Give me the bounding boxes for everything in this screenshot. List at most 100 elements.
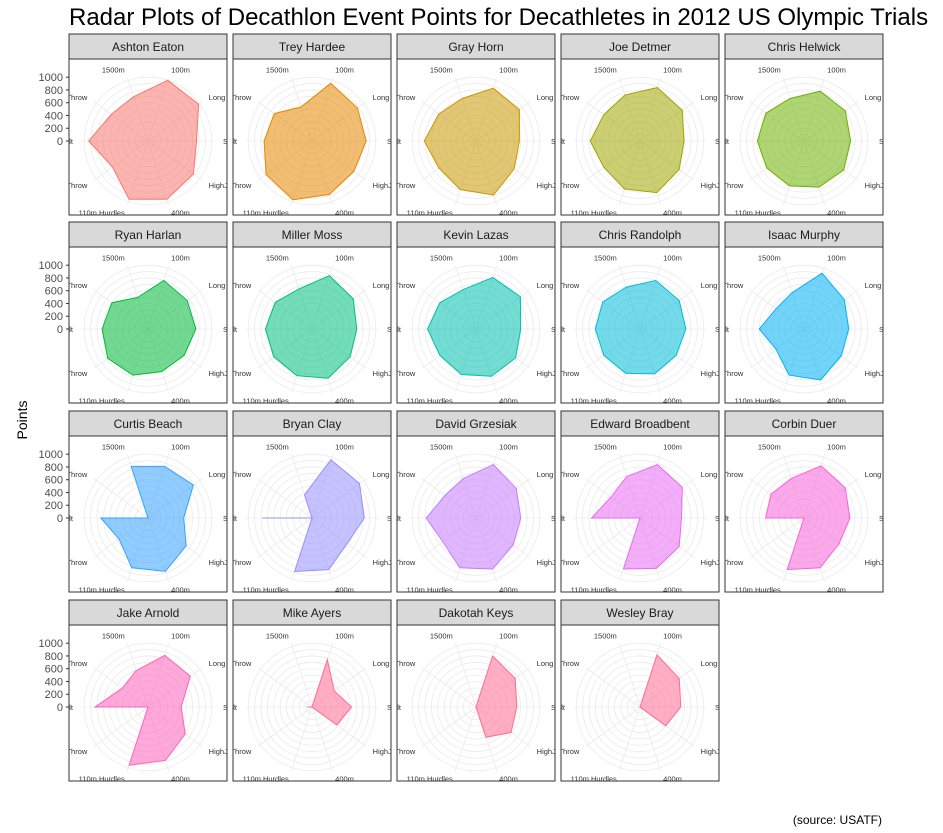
event-label: Pole Vault [367,325,402,334]
radar-polygon [756,90,852,188]
event-label: Shot Put [223,703,253,712]
panel-trey-hardee: Trey Hardee 100m Long Jump Shot Put HighJump… [232,33,392,216]
event-label: 100m [499,632,518,641]
facet-strip-label: Chris Randolph [599,228,682,242]
facet-strip [396,410,556,437]
r-tick-label: 1000 [39,260,63,272]
event-label: HighJump [537,369,571,378]
event-label: Discus Throw [534,558,580,567]
event-label: 100m [663,254,682,263]
event-label: Long Jump [701,281,738,290]
event-label: 100m [827,443,846,452]
event-label: 400m [171,774,190,783]
facet-strip-label: Jake Arnold [117,606,180,620]
event-label: HighJump [701,747,735,756]
panel-corbin-duer: Corbin Duer 100m Long Jump Shot Put HighJump… [698,410,902,593]
radar-polygon [765,465,851,571]
event-label: 110m Hurdles [407,208,453,217]
event-label: 1500m [102,443,125,452]
event-label: Pole Vault [39,514,74,523]
event-label: Shot Put [223,137,253,146]
event-label: Discus Throw [370,558,416,567]
radar-polygon [93,654,191,766]
event-label: Long Jump [537,470,574,479]
event-label: Pole Vault [203,703,238,712]
event-label: 400m [499,585,518,594]
event-label: Pole Vault [695,137,730,146]
r-tick-label: 800 [45,85,63,97]
event-label: Javelin Throw [533,93,580,102]
event-label: 400m [827,396,846,405]
facet-strip [232,33,392,60]
r-tick-label: 400 [45,298,63,310]
event-label: 400m [499,774,518,783]
event-label: 100m [335,632,354,641]
event-label: Javelin Throw [41,93,88,102]
event-label: 1500m [266,632,289,641]
event-label: Shot Put [551,325,581,334]
r-tick-label: 400 [45,487,63,499]
event-label: HighJump [373,369,407,378]
facet-strip-label: Edward Broadbent [590,417,690,431]
event-label: Javelin Throw [369,93,416,102]
event-label: 110m Hurdles [571,774,617,783]
facet-strip-label: Mike Ayers [283,606,341,620]
event-label: Long Jump [373,281,410,290]
radar-polygon [262,458,365,572]
event-label: 1500m [430,443,453,452]
event-label: Pole Vault [39,703,74,712]
event-label: Javelin Throw [533,281,580,290]
spoke-gridline [290,706,313,771]
facet-strip [724,221,884,248]
radar-polygon [589,87,685,194]
event-label: Discus Throw [534,181,580,190]
panel-miller-moss: Miller Moss 100m Long Jump Shot Put HighJump… [205,221,410,404]
event-label: Pole Vault [203,514,238,523]
facet-strip [68,33,228,60]
event-label: 100m [171,254,190,263]
event-label: 100m [171,66,190,75]
event-label: 100m [171,443,190,452]
event-label: HighJump [701,181,735,190]
spoke-gridline [749,517,805,558]
event-label: HighJump [209,558,243,567]
event-label: Long Jump [373,659,410,668]
radar-polygon [88,79,200,200]
event-label: HighJump [373,747,407,756]
facet-panels: Ashton Eaton 100m Long Jump Shot Put HighJum… [39,33,909,783]
facet-strip-label: Ashton Eaton [112,40,184,54]
event-label: 110m Hurdles [407,774,453,783]
event-label: Javelin Throw [533,470,580,479]
spoke-gridline [585,517,641,558]
event-label: Long Jump [865,281,902,290]
r-tick-label: 0 [57,513,63,525]
spoke-gridline [93,706,149,747]
event-label: Javelin Throw [41,659,88,668]
event-label: 400m [171,585,190,594]
spoke-gridline [257,667,313,708]
event-label: 100m [827,254,846,263]
event-label: Shot Put [879,325,909,334]
event-label: Javelin Throw [369,659,416,668]
facet-strip-label: Chris Helwick [768,40,842,54]
event-label: Long Jump [865,470,902,479]
event-label: 110m Hurdles [735,208,781,217]
event-label: Javelin Throw [205,281,252,290]
event-label: Long Jump [209,93,246,102]
event-label: 1500m [758,443,781,452]
event-label: Pole Vault [531,703,566,712]
event-label: HighJump [865,558,899,567]
facet-strip-label: Trey Hardee [279,40,346,54]
event-label: HighJump [701,369,735,378]
event-label: Long Jump [865,93,902,102]
event-label: HighJump [537,558,571,567]
event-label: Shot Put [879,137,909,146]
event-label: Javelin Throw [697,93,744,102]
radar-polygon [758,272,850,381]
event-label: HighJump [373,558,407,567]
panel-area [396,624,556,782]
event-label: Discus Throw [698,558,744,567]
panel-kevin-lazas: Kevin Lazas 100m Long Jump Shot Put HighJump… [367,221,581,404]
event-label: 100m [499,254,518,263]
event-label: 1500m [430,66,453,75]
